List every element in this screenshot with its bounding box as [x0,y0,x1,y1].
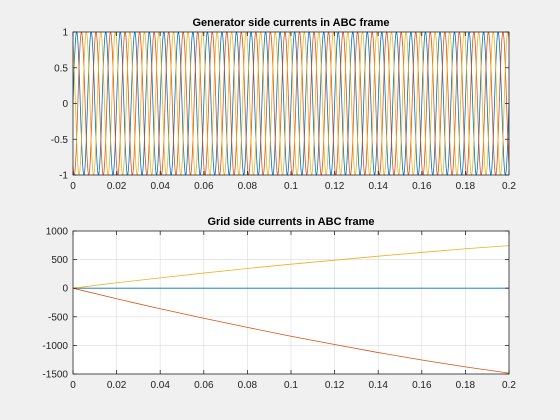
x-tick-label: 0.06 [194,181,214,192]
chart-title: Generator side currents in ABC frame [192,17,389,29]
x-tick-label: 0.2 [502,380,516,391]
x-tick-label: 0.14 [368,380,388,391]
tick-marks [72,230,510,375]
x-tick-label: 0.12 [325,380,345,391]
y-tick-label: 0 [62,99,68,110]
y-tick-label: 1 [62,28,68,39]
x-tick-label: 0.16 [412,380,432,391]
y-tick-labels: -1 -0.5 0 0.5 1 [51,28,69,182]
x-tick-label: 0.1 [284,380,298,391]
x-tick-label: 0.04 [150,181,170,192]
x-tick-label: 0.18 [456,380,476,391]
y-tick-label: 500 [51,255,68,266]
series-lines [72,245,510,374]
series-lines [72,31,510,176]
series-line-3 [72,31,510,176]
grid-currents-axes: 0 0.02 0.04 0.06 0.08 0.1 0.12 0.14 0.16 0.18 0.2 … [42,216,516,391]
x-tick-label: 0.14 [368,181,388,192]
series-line-1 [72,31,510,176]
x-tick-label: 0.2 [502,181,516,192]
y-tick-label: 0 [62,284,68,295]
x-tick-label: 0.08 [238,181,258,192]
chart-title: Grid side currents in ABC frame [207,216,374,228]
x-tick-label: 0.1 [284,181,298,192]
y-tick-label: 0.5 [54,63,68,74]
x-tick-label: 0 [70,181,76,192]
y-tick-label: -1500 [42,370,68,381]
tick-marks [72,31,510,176]
series-line-2 [72,287,510,374]
x-tick-label: 0.12 [325,181,345,192]
x-tick-label: 0.16 [412,181,432,192]
series-line-2 [72,31,510,176]
y-tick-label: -0.5 [51,135,69,146]
y-tick-labels: -1500 -1000 -500 0 500 1000 [42,227,68,381]
x-tick-labels: 0 0.02 0.04 0.06 0.08 0.1 0.12 0.14 0.16 0.18 0.2 [70,380,516,391]
y-tick-label: 1000 [46,227,69,238]
x-tick-label: 0.04 [150,380,170,391]
x-tick-label: 0 [70,380,76,391]
x-tick-label: 0.02 [107,181,127,192]
series-line-3 [72,245,510,289]
y-tick-label: -1 [59,171,68,182]
x-tick-labels: 0 0.02 0.04 0.06 0.08 0.1 0.12 0.14 0.16 0.18 0.2 [70,181,516,192]
x-tick-label: 0.02 [107,380,127,391]
y-tick-label: -500 [48,312,68,323]
generator-currents-axes: 0 0.02 0.04 0.06 0.08 0.1 0.12 0.14 0.16 0.18 0.2 … [51,17,517,192]
x-tick-label: 0.06 [194,380,214,391]
x-tick-label: 0.08 [238,380,258,391]
y-tick-label: -1000 [42,341,68,352]
x-tick-label: 0.18 [456,181,476,192]
